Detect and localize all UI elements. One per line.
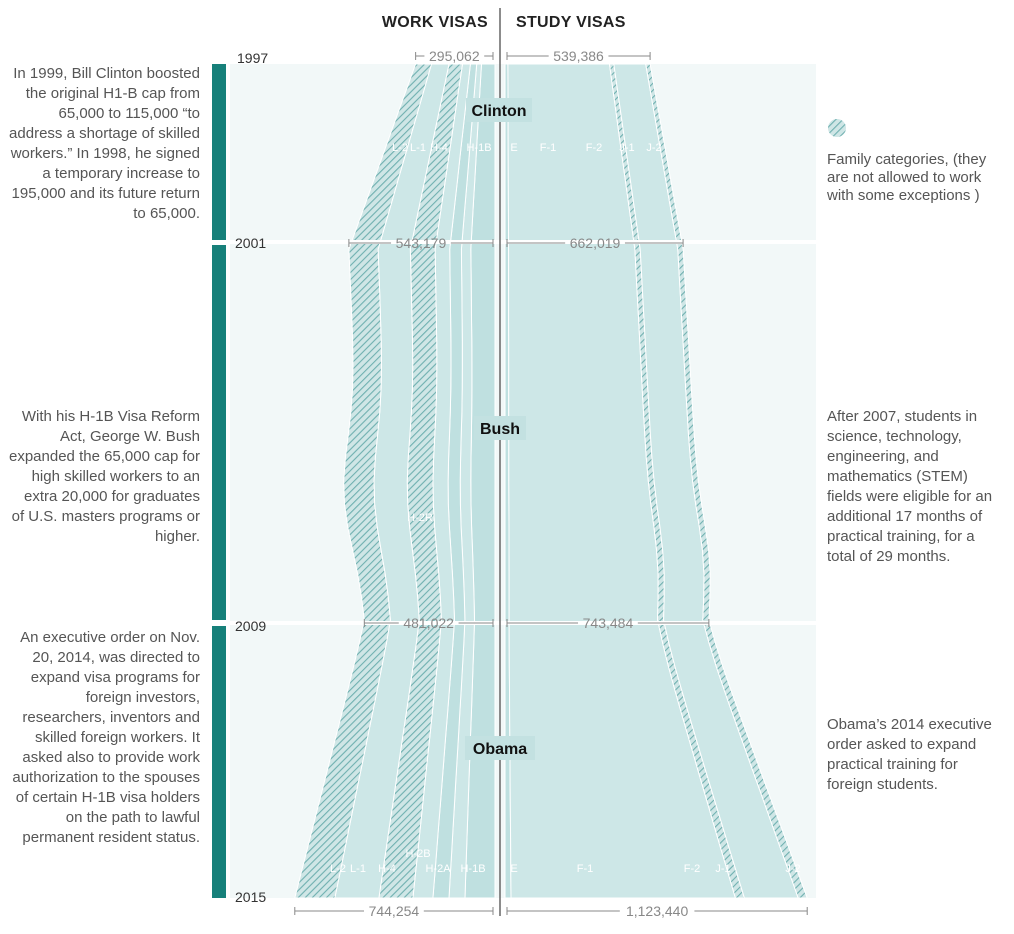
work-stream-l-2	[294, 63, 433, 899]
cat-label-top-e: E	[510, 142, 517, 154]
cat-label-mid-h2r: H-2R	[407, 512, 433, 524]
study-total-2015: 1,123,440	[506, 903, 808, 919]
year-label-2001: 2001	[235, 235, 266, 251]
cat-label-bottom-h2a: H-2A	[425, 863, 451, 875]
study-total-1997-label: 539,386	[553, 48, 604, 64]
work-total-2015-label: 744,254	[369, 903, 420, 919]
work-total-2015: 744,254	[294, 903, 494, 919]
note-clinton: In 1999, Bill Clinton boosted the origin…	[9, 65, 200, 222]
cat-label-bottom-j1: J-1	[715, 863, 730, 875]
study-visa-streams	[504, 63, 808, 899]
work-total-2001-label: 543,179	[396, 235, 447, 251]
study-total-2009-label: 743,484	[583, 615, 634, 631]
work-total-1997-label: 295,062	[429, 48, 480, 64]
cat-label-bottom-l2: L-2	[330, 863, 346, 875]
cat-label-top-f2: F-2	[586, 142, 603, 154]
president-label-obama: Obama	[473, 741, 527, 758]
work-total-2009-label: 481,022	[403, 615, 454, 631]
cat-label-top-f1: F-1	[540, 142, 557, 154]
cat-label-top-j2: J-2	[646, 142, 661, 154]
cat-label-bottom-e: E	[510, 863, 517, 875]
study-total-2009: 743,484	[506, 615, 710, 631]
study-visas-header: STUDY VISAS	[516, 14, 626, 31]
cat-label-bottom-l1: L-1	[350, 863, 366, 875]
year-label-1997: 1997	[237, 50, 268, 66]
era-bar-clinton	[212, 64, 226, 240]
study-total-1997: 539,386	[506, 48, 651, 64]
cat-label-top-j1: J-1	[619, 142, 634, 154]
year-separator-2001	[226, 240, 816, 244]
legend-family-categories: Family categories, (they are not allowed…	[827, 151, 987, 204]
study-total-2015-label: 1,123,440	[626, 903, 688, 919]
study-total-2001: 662,019	[506, 235, 684, 251]
note-bush: With his H-1B Visa Reform Act, George W.…	[9, 408, 200, 545]
work-visas-header: WORK VISAS	[382, 14, 488, 31]
cat-label-bottom-f2: F-2	[684, 863, 701, 875]
study-stream-j-2	[645, 63, 808, 899]
note-obama-students: Obama’s 2014 executive order asked to ex…	[827, 716, 992, 793]
study-total-2001-label: 662,019	[570, 235, 621, 251]
total-brackets: 295,062 539,386 543,179 662,019 481,022 743,4…	[294, 48, 808, 919]
cat-label-bottom-h1b: H-1B	[460, 863, 485, 875]
year-label-2015: 2015	[235, 889, 266, 905]
president-label-bush: Bush	[480, 421, 520, 438]
year-label-2009: 2009	[235, 618, 266, 634]
work-total-1997: 295,062	[415, 48, 494, 64]
legend-hatch-icon	[828, 119, 846, 137]
work-visa-streams	[294, 63, 496, 899]
cat-label-bottom-h4: H-4	[378, 863, 396, 875]
work-total-2009: 481,022	[363, 615, 494, 631]
cat-label-bottom-f1: F-1	[577, 863, 594, 875]
cat-label-top-l1: L-1	[410, 142, 426, 154]
cat-label-top-h4: H-4	[430, 142, 448, 154]
note-stem: After 2007, students in science, technol…	[827, 408, 993, 565]
cat-label-top-l2: L-2	[392, 142, 408, 154]
note-obama: An executive order on Nov. 20, 2014, was…	[12, 629, 200, 846]
era-bar-obama	[212, 626, 226, 898]
work-total-2001: 543,179	[348, 235, 494, 251]
cat-label-bottom-h2b: H-2B	[405, 848, 430, 860]
cat-label-bottom-j2: J-2	[785, 863, 800, 875]
era-bar-bush	[212, 245, 226, 620]
president-label-clinton: Clinton	[471, 103, 526, 120]
cat-label-top-h1b: H-1B	[466, 142, 491, 154]
